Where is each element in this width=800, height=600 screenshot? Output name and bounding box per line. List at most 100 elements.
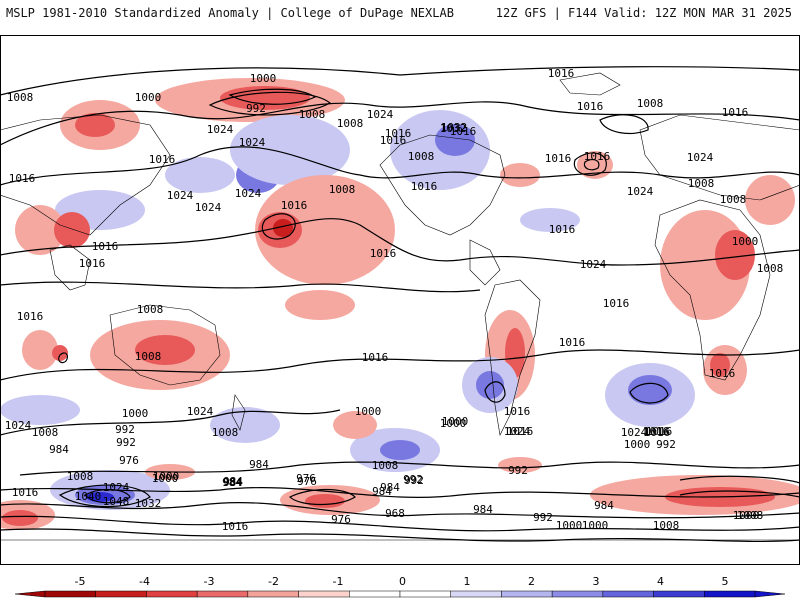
- anomaly-blob: [435, 124, 475, 156]
- isobar-label: 968: [385, 507, 405, 520]
- isobar-label: 1000: [624, 438, 651, 451]
- isobar-label: 984: [223, 476, 243, 489]
- isobar-label: 984: [594, 499, 614, 512]
- anomaly-blob: [710, 353, 730, 377]
- isobar-label: 1016: [370, 247, 397, 260]
- isobar-label: 1048: [103, 495, 130, 508]
- isobar: [629, 382, 669, 404]
- isobar-label: 1016: [450, 125, 477, 138]
- isobar-label: 1008: [212, 426, 239, 439]
- isobar-label: 984: [372, 485, 392, 498]
- isobar: [484, 381, 506, 403]
- colorbar-swatches: [14, 590, 786, 598]
- anomaly-blob: [22, 330, 58, 370]
- coastline: [484, 279, 541, 436]
- isobar-label: 1016: [722, 106, 749, 119]
- colorbar-tick-label: 1: [464, 575, 471, 588]
- colorbar-tick-label: -1: [333, 575, 344, 588]
- isobar-label: 984: [49, 443, 69, 456]
- isobar-label: 992: [246, 102, 266, 115]
- isobar-label: 976: [297, 475, 317, 488]
- anomaly-blob: [165, 157, 235, 193]
- isobar-label: 1008: [7, 91, 34, 104]
- colorbar-swatch: [551, 590, 604, 598]
- coastline: [469, 239, 501, 286]
- anomaly-blob: [2, 510, 38, 526]
- isobar-label: 992: [403, 473, 423, 486]
- isobar: [261, 213, 296, 240]
- coastline: [49, 244, 91, 291]
- isobar-label: 1016: [362, 351, 389, 364]
- isobar: [0, 409, 341, 436]
- isobar-label: 1016: [222, 520, 249, 533]
- isobar-label: 1008: [372, 459, 399, 472]
- colorbar-tick-label: 5: [722, 575, 729, 588]
- colorbar-swatch: [704, 590, 756, 598]
- coastline: [231, 394, 246, 431]
- isobar-label: 1008: [299, 108, 326, 121]
- isobar: [0, 66, 800, 96]
- isobar-label: 1016: [12, 486, 39, 499]
- colorbar-tick-label: -5: [75, 575, 86, 588]
- isobar-label: 976: [119, 454, 139, 467]
- isobar-label: 1000: [442, 415, 469, 428]
- isobar-label: 992: [656, 438, 676, 451]
- isobar: [58, 484, 151, 508]
- isobar: [0, 515, 800, 532]
- colorbar-swatch: [399, 590, 451, 598]
- isobar-label: 984: [223, 475, 243, 488]
- anomaly-blob: [0, 395, 80, 425]
- colorbar-tick-label: -2: [268, 575, 279, 588]
- isobar-label: 1016: [646, 425, 673, 438]
- isobar-contours: [0, 66, 800, 543]
- isobar-label: 1000: [135, 91, 162, 104]
- colorbar-swatch: [44, 590, 96, 598]
- isobar-label: 984: [222, 476, 242, 489]
- isobar-label: 992: [115, 423, 135, 436]
- anomaly-blob: [745, 175, 795, 225]
- isobar-label: 1016: [281, 199, 308, 212]
- colorbar-arrow-left: [14, 590, 46, 598]
- isobar-label: 1016: [549, 223, 576, 236]
- isobar: [0, 281, 481, 293]
- isobar-label: 1000: [153, 470, 180, 483]
- isobar: [228, 88, 317, 105]
- coastline: [0, 114, 171, 236]
- isobar-label: 1032: [135, 497, 162, 510]
- isobar-label: 992: [116, 436, 136, 449]
- isobar-label: 1024: [239, 136, 266, 149]
- colorbar-tick-label: 3: [593, 575, 600, 588]
- isobar-label: 976: [296, 472, 316, 485]
- map-title: MSLP 1981-2010 Standardized Anomaly | Co…: [6, 6, 454, 20]
- isobar-label: 1000: [152, 472, 179, 485]
- isobar-label: 1016: [644, 426, 671, 439]
- isobar-label: 992: [533, 511, 553, 524]
- isobar-label: 1008: [135, 350, 162, 363]
- isobar-label: 1000: [582, 519, 609, 532]
- colorbar-swatch: [501, 590, 553, 598]
- coastline: [379, 134, 506, 236]
- isobar: [208, 91, 332, 116]
- isobar-label: 1008: [32, 426, 59, 439]
- coastlines: [0, 72, 800, 565]
- anomaly-blob: [380, 440, 420, 460]
- isobar-label: 1008: [408, 150, 435, 163]
- anomaly-blob: [273, 219, 293, 237]
- isobar-label: 1024: [5, 419, 32, 432]
- isobar-label: 1000: [250, 72, 277, 85]
- anomaly-blob: [333, 411, 377, 439]
- isobar-label: 1016: [507, 425, 534, 438]
- isobar: [583, 158, 600, 171]
- isobar-label: 992: [404, 474, 424, 487]
- anomaly-blob: [52, 345, 68, 361]
- isobar-label: 1032: [441, 121, 468, 134]
- anomaly-blob: [285, 290, 355, 320]
- anomaly-blob: [255, 175, 395, 285]
- isobar-label: 1024: [580, 258, 607, 271]
- anomaly-blob: [86, 492, 114, 502]
- colorbar: -5 -4 -3 -2 -1 0 1 2 3 4 5: [14, 575, 786, 598]
- isobar-label: 1016: [79, 257, 106, 270]
- colorbar-tick-label: -4: [139, 575, 150, 588]
- isobar-label: 1008: [337, 117, 364, 130]
- model-run-info: 12Z GFS | F144 Valid: 12Z MON MAR 31 202…: [495, 6, 792, 20]
